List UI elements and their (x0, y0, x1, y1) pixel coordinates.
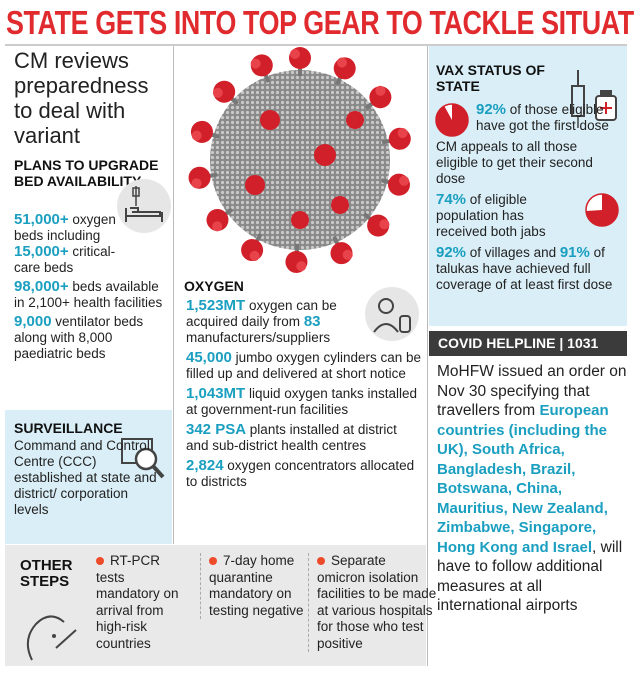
swab-icon (26, 615, 77, 661)
surveillance-text: Command and Control Centre (CCC) establi… (14, 438, 157, 517)
highlight: 342 PSA (186, 421, 247, 438)
text-run: oxygen concentrators allocated to distri… (186, 458, 415, 489)
other-steps-heading: OTHER STEPS (20, 557, 73, 590)
pie-chart (585, 193, 619, 227)
text-run: oxygen can be acquired daily from (186, 298, 337, 329)
divider (5, 44, 627, 46)
highlight: European countries (including the UK), S… (437, 402, 609, 556)
bed-item: 9,000 ventilator beds along with 8,000 p… (14, 314, 172, 362)
lead: CM reviews preparedness to deal with var… (14, 48, 149, 148)
step-text: Separate omicron isolation facilities to… (317, 553, 437, 651)
bed-item: 51,000+ oxygen beds including 15,000+ cr… (14, 212, 118, 276)
text-run: of villages and (466, 245, 560, 260)
step-item: 7-day home quarantine mandatory on testi… (200, 553, 305, 619)
oxygen-item: 2,824 oxygen concentrators allocated to … (186, 458, 422, 490)
step-item: RT-PCR tests mandatory on arrival from h… (92, 553, 192, 652)
text-run: manufacturers/suppliers (186, 330, 331, 345)
step-text: RT-PCR tests mandatory on arrival from h… (96, 553, 179, 651)
bed-icon (117, 179, 171, 233)
highlight: 98,000+ (14, 278, 69, 295)
highlight: 1,523MT (186, 297, 246, 314)
oxygen-icon (365, 287, 419, 341)
virus-illustration (186, 47, 413, 274)
vax-item: 92% of those eligible have got the first… (435, 101, 622, 137)
beds-heading: PLANS TO UPGRADE BED AVAILABILITY (14, 157, 159, 189)
text-run: , will have to follow additional measure… (437, 538, 623, 615)
text-run: oxygen beds including (14, 212, 116, 243)
search-icon (121, 438, 165, 479)
text-run: CM appeals to all those eligible to get … (436, 139, 593, 186)
vaccine-icon (571, 70, 617, 128)
highlight: 15,000+ (14, 243, 69, 260)
bullet (317, 557, 325, 565)
pie-slice (436, 104, 468, 136)
surveillance-box (5, 410, 172, 544)
vax-item: CM appeals to all those eligible to get … (436, 139, 622, 187)
highlight: 45,000 (186, 349, 232, 366)
bullet (209, 557, 217, 565)
text-run: plants installed at district and sub-dis… (186, 422, 397, 453)
vax-list: 92% of those eligible have got the first… (435, 101, 622, 298)
divider (427, 46, 428, 666)
oxygen-item: 1,523MT oxygen can be acquired daily fro… (186, 298, 366, 346)
text-run: of talukas have achieved full coverage o… (436, 245, 613, 292)
other-steps-list: RT-PCR tests mandatory on arrival from h… (92, 553, 436, 663)
highlight: 9,000 (14, 313, 52, 330)
bed-item: 98,000+ beds available in 2,100+ health … (14, 279, 172, 311)
text-run: of eligible population has received both… (436, 192, 546, 239)
oxygen-list: 1,523MT oxygen can be acquired daily fro… (186, 298, 422, 494)
text-run: jumbo oxygen cylinders can be filled up … (186, 350, 421, 381)
helpline: COVID HELPLINE | 1031 (429, 331, 627, 356)
highlight: 2,824 (186, 457, 224, 474)
text-run: critical-care beds (14, 244, 116, 275)
text-run: liquid oxygen tanks installed at governm… (186, 386, 418, 417)
highlight: 91% (559, 244, 590, 261)
other-steps-box (5, 545, 426, 666)
surveillance-heading: SURVEILLANCE (14, 420, 123, 436)
text-run: ventilator beds along with 8,000 paediat… (14, 314, 144, 361)
vax-heading: VAX STATUS OF STATE (436, 62, 545, 94)
oxygen-item: 1,043MT liquid oxygen tanks installed at… (186, 386, 422, 418)
vax-box (429, 46, 627, 326)
step-item: Separate omicron isolation facilities to… (308, 553, 437, 652)
divider (173, 46, 174, 544)
travel-advisory: MoHFW issued an order on Nov 30 specifyi… (437, 362, 627, 616)
title: STATE GETS INTO TOP GEAR TO TACKLE SITUA… (6, 4, 635, 41)
oxygen-item: 342 PSA plants installed at district and… (186, 422, 422, 454)
oxygen-heading: OXYGEN (184, 278, 244, 294)
highlight: 51,000+ (14, 211, 69, 228)
highlight: 83 (303, 313, 321, 330)
highlight: 1,043MT (186, 385, 246, 402)
vax-item: 92% of villages and 91% of talukas have … (436, 245, 622, 293)
bullet (96, 557, 104, 565)
pie-chart (435, 103, 469, 137)
highlight: 92% (436, 244, 467, 261)
text-run: beds available in 2,100+ health faciliti… (14, 279, 163, 310)
highlight: 92% (476, 101, 507, 118)
step-text: 7-day home quarantine mandatory on testi… (209, 553, 304, 618)
pie-slice (586, 194, 618, 226)
vax-item: 74% of eligible population has received … (436, 192, 622, 240)
beds-list: 51,000+ oxygen beds including 15,000+ cr… (14, 212, 172, 365)
oxygen-item: 45,000 jumbo oxygen cylinders can be fil… (186, 350, 422, 382)
text-run: of those eligible have got the first dos… (476, 102, 609, 133)
highlight: 74% (436, 191, 467, 208)
text-run: MoHFW issued an order on Nov 30 specifyi… (437, 363, 627, 419)
